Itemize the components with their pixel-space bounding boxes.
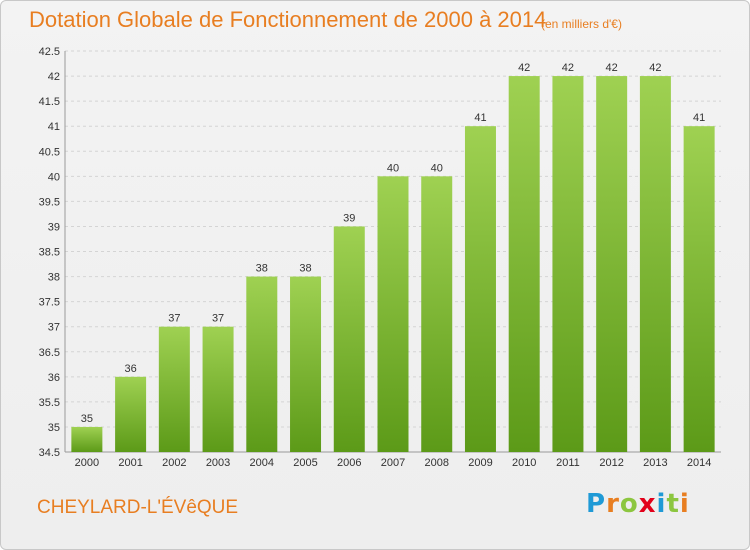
y-tick-label: 36.5 bbox=[39, 347, 60, 359]
bar bbox=[596, 76, 628, 452]
x-tick-label: 2006 bbox=[337, 457, 361, 469]
y-tick-label: 42.5 bbox=[39, 46, 60, 58]
y-tick-label: 35.5 bbox=[39, 397, 60, 409]
bar-value-label: 42 bbox=[518, 62, 530, 74]
brand-letter: P bbox=[586, 489, 607, 519]
x-tick-label: 2003 bbox=[206, 457, 230, 469]
bar-value-label: 42 bbox=[562, 62, 574, 74]
brand-letter: r bbox=[606, 489, 620, 519]
bar-value-label: 39 bbox=[343, 212, 355, 224]
x-tick-label: 2004 bbox=[250, 457, 274, 469]
bar-value-label: 35 bbox=[81, 413, 93, 425]
bar bbox=[421, 176, 453, 452]
bar-value-label: 38 bbox=[299, 263, 311, 275]
bar-value-label: 40 bbox=[431, 162, 443, 174]
x-tick-label: 2001 bbox=[118, 457, 142, 469]
y-tick-label: 41.5 bbox=[39, 96, 60, 108]
x-tick-label: 2013 bbox=[643, 457, 667, 469]
bar bbox=[639, 76, 671, 452]
bar-value-label: 42 bbox=[649, 62, 661, 74]
x-tick-label: 2009 bbox=[468, 457, 492, 469]
brand-letter: i bbox=[656, 489, 667, 519]
y-tick-label: 37 bbox=[48, 322, 60, 334]
bar bbox=[202, 326, 234, 452]
brand-letter: i bbox=[679, 489, 690, 519]
commune-name: CHEYLARD-L'ÉVêQUE bbox=[37, 497, 239, 518]
brand-letter: x bbox=[638, 489, 657, 519]
x-tick-label: 2014 bbox=[687, 457, 711, 469]
bar-value-label: 40 bbox=[387, 162, 399, 174]
y-tick-label: 40.5 bbox=[39, 146, 60, 158]
bar bbox=[464, 126, 496, 452]
bar-value-label: 37 bbox=[212, 313, 224, 325]
y-tick-label: 37.5 bbox=[39, 297, 60, 309]
bar bbox=[377, 176, 409, 452]
bar bbox=[158, 326, 190, 452]
chart-title: Dotation Globale de Fonctionnement de 20… bbox=[29, 7, 547, 32]
bar bbox=[290, 276, 322, 452]
x-tick-label: 2005 bbox=[293, 457, 317, 469]
chart-unit-note: (en milliers d'€) bbox=[541, 17, 622, 31]
bar-value-label: 37 bbox=[168, 313, 180, 325]
bar bbox=[246, 276, 278, 452]
y-tick-label: 36 bbox=[48, 372, 60, 384]
bar-value-label: 36 bbox=[124, 363, 136, 375]
bar bbox=[683, 126, 715, 452]
y-tick-label: 34.5 bbox=[39, 447, 60, 459]
y-tick-label: 40 bbox=[48, 171, 60, 183]
x-tick-label: 2000 bbox=[75, 457, 99, 469]
x-tick-label: 2002 bbox=[162, 457, 186, 469]
bar-value-label: 41 bbox=[693, 112, 705, 124]
x-tick-label: 2010 bbox=[512, 457, 536, 469]
bar-value-label: 42 bbox=[606, 62, 618, 74]
y-tick-label: 39 bbox=[48, 221, 60, 233]
y-tick-label: 41 bbox=[48, 121, 60, 133]
y-tick-label: 35 bbox=[48, 422, 60, 434]
bar-value-label: 38 bbox=[256, 263, 268, 275]
bar bbox=[71, 426, 103, 452]
brand-letter: t bbox=[666, 489, 680, 519]
proxiti-logo[interactable]: Proxiti bbox=[586, 489, 690, 519]
x-tick-label: 2008 bbox=[424, 457, 448, 469]
x-tick-label: 2011 bbox=[556, 457, 580, 469]
bar bbox=[333, 226, 365, 452]
bar bbox=[508, 76, 540, 452]
bar-value-label: 41 bbox=[474, 112, 486, 124]
x-tick-label: 2012 bbox=[599, 457, 623, 469]
y-tick-label: 38.5 bbox=[39, 247, 60, 259]
x-tick-label: 2007 bbox=[381, 457, 405, 469]
y-tick-label: 38 bbox=[48, 272, 60, 284]
brand-letter: o bbox=[619, 489, 639, 519]
y-tick-label: 39.5 bbox=[39, 196, 60, 208]
y-tick-label: 42 bbox=[48, 71, 60, 83]
bar bbox=[115, 376, 147, 452]
bar bbox=[552, 76, 584, 452]
